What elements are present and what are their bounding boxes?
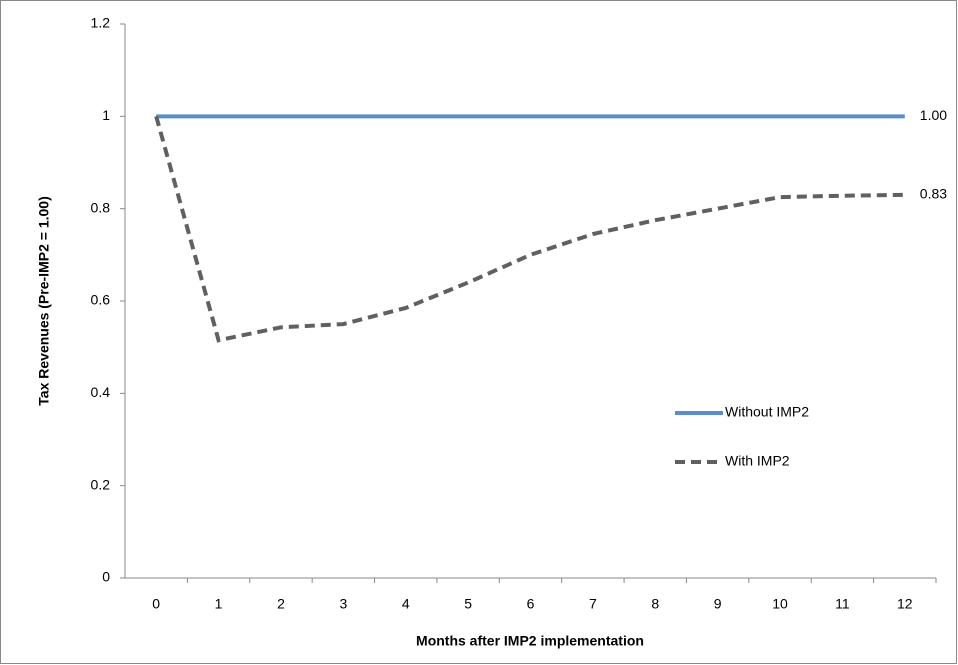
- legend-label: With IMP2: [725, 453, 790, 469]
- series-line: [154, 115, 905, 343]
- x-tick-label: 5: [464, 596, 472, 612]
- legend-label: Without IMP2: [725, 404, 809, 420]
- x-tick-label: 10: [772, 596, 788, 612]
- y-tick-label: 0.6: [91, 292, 111, 308]
- y-tick-label: 1.2: [91, 15, 111, 31]
- x-tick-label: 9: [714, 596, 722, 612]
- x-tick-label: 3: [339, 596, 347, 612]
- data-label: 1.00: [920, 107, 947, 123]
- x-tick-label: 11: [835, 596, 850, 612]
- x-tick-label: 6: [527, 596, 535, 612]
- x-tick-label: 0: [152, 596, 160, 612]
- x-tick-label: 4: [402, 596, 410, 612]
- x-tick-label: 7: [589, 596, 597, 612]
- y-axis-title: Tax Revenues (Pre-IMP2 = 1.00): [36, 196, 52, 405]
- x-tick-label: 1: [215, 596, 223, 612]
- data-label: 0.83: [920, 186, 947, 202]
- y-tick-label: 1: [102, 107, 110, 123]
- y-tick-label: 0.4: [91, 384, 111, 400]
- y-tick-label: 0.8: [91, 199, 111, 215]
- y-tick-label: 0.2: [91, 476, 111, 492]
- x-axis-title: Months after IMP2 implementation: [416, 633, 644, 649]
- x-tick-label: 2: [277, 596, 285, 612]
- y-tick-label: 0: [102, 569, 110, 585]
- x-tick-label: 8: [651, 596, 659, 612]
- x-tick-label: 12: [897, 596, 913, 612]
